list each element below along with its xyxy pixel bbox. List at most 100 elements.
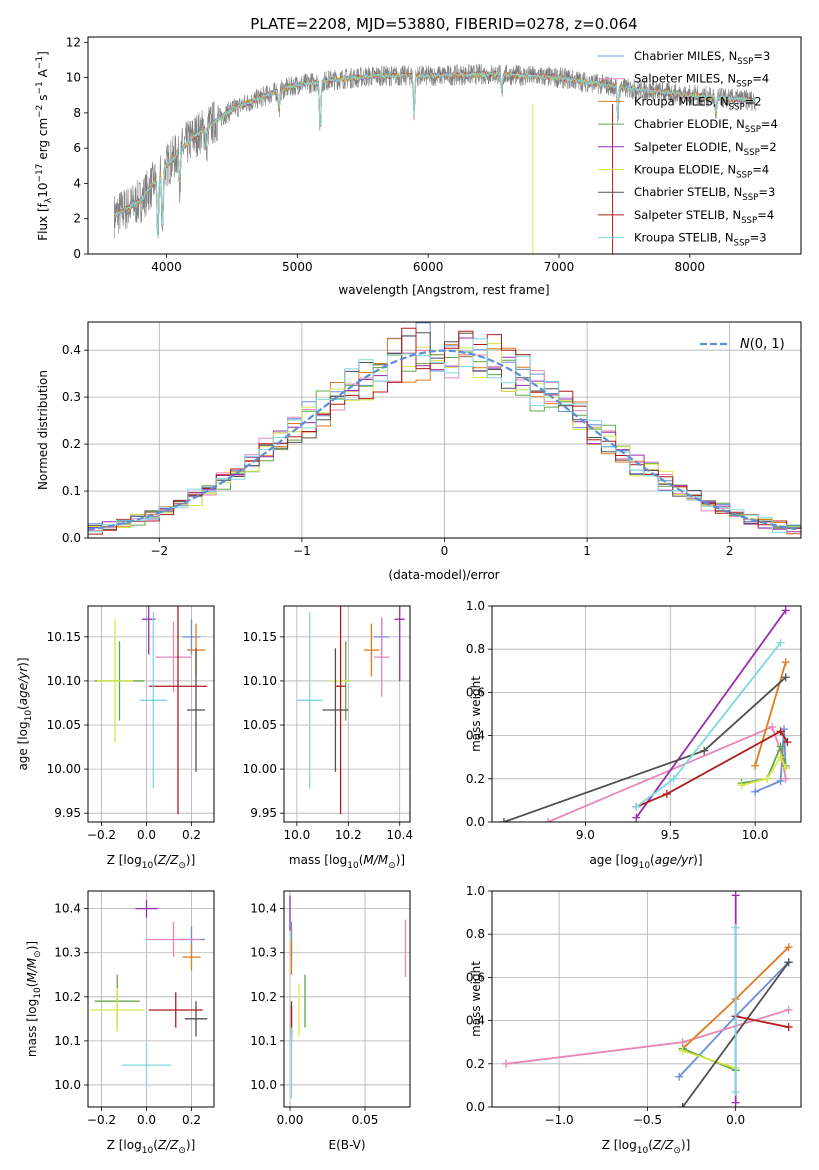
x-tick-label: 0.2 (182, 1113, 201, 1127)
weight-line (741, 755, 787, 787)
weight-line (635, 730, 789, 808)
y-tick-label: 10.00 (47, 762, 81, 776)
y-tick-label: 10 (66, 71, 81, 85)
axes-weight_vs_age: 9.0 9.5 10.0 0.0 0.2 0.4 0.6 0.8 1.0 age [log10(a… (466, 599, 802, 871)
y-tick-label: 0.2 (466, 1057, 485, 1071)
x-tick-label: −1 (293, 544, 311, 558)
y-tick-label: 0.3 (62, 390, 81, 404)
x-tick-label: 7000 (544, 260, 575, 274)
x-axis-label: Z [log10(Z/Z⊙)] (107, 1138, 196, 1156)
x-tick-label: 0 (441, 544, 449, 558)
x-tick-label: 10.2 (335, 828, 362, 842)
weight-line (682, 1049, 736, 1069)
x-tick-label: 10.0 (742, 828, 769, 842)
plot-mass_vs_EBV (289, 895, 407, 1099)
x-tick-label: −1.0 (545, 1113, 574, 1127)
y-axis-label: Normed distribution (36, 370, 50, 490)
legend-label: Salpeter MILES, NSSP=4 (634, 72, 769, 90)
weight-line (754, 661, 787, 767)
y-tick-label: 0.8 (466, 642, 485, 656)
legend-label: Kroupa STELIB, NSSP=3 (634, 231, 767, 249)
y-tick-label: 0.6 (466, 970, 485, 984)
x-axis-label: Z [log10(Z/Z⊙)] (107, 853, 196, 871)
gaussian-curve (88, 349, 799, 531)
axes-weight_vs_Z: −1.0 −0.5 0.0 0.0 0.2 0.4 0.6 0.8 1.0 Z [log10(Z/… (466, 884, 802, 1156)
y-tick-label: 10.3 (250, 946, 277, 960)
y-tick-label: 0.2 (62, 437, 81, 451)
x-tick-label: 10.0 (283, 828, 310, 842)
x-tick-label: 6000 (413, 260, 444, 274)
x-tick-label: −0.2 (87, 1113, 116, 1127)
axes-frame (491, 890, 802, 1108)
x-tick-label: 0.2 (182, 828, 201, 842)
y-tick-label: 0.0 (466, 1100, 485, 1114)
y-tick-label: 1.0 (466, 599, 485, 613)
plot-age_vs_mass (296, 606, 405, 815)
axes-frame (87, 605, 215, 823)
y-tick-label: 6 (73, 141, 81, 155)
plot-spectrum (113, 63, 756, 254)
x-tick-label: 0.0 (137, 828, 156, 842)
x-tick-label: 0.0 (726, 1113, 745, 1127)
axes-frame (87, 321, 802, 539)
x-tick-label: −2 (150, 544, 168, 558)
x-tick-label: 0.05 (352, 1113, 379, 1127)
y-tick-label: 4 (73, 176, 81, 190)
y-tick-label: 0.4 (62, 343, 81, 357)
y-tick-label: 10.05 (243, 718, 277, 732)
weight-line (635, 609, 787, 819)
axes-age_vs_Z: −0.2 0.0 0.2 9.95 10.00 10.05 10.10 10.15 Z [log… (16, 605, 215, 871)
weight-line (547, 725, 787, 822)
x-axis-label: (data-model)/error (388, 568, 499, 582)
x-axis-label: age [log10(age/yr)] (589, 853, 702, 871)
x-tick-label: 2 (726, 544, 734, 558)
x-tick-label: 9.0 (576, 828, 595, 842)
x-tick-label: 4000 (151, 260, 182, 274)
y-tick-label: 10.10 (47, 674, 81, 688)
legend-label: N(0, 1) (740, 337, 785, 352)
y-tick-label: 12 (66, 35, 81, 49)
y-tick-label: 10.4 (250, 902, 277, 916)
y-tick-label: 10.10 (243, 674, 277, 688)
y-tick-label: 1.0 (466, 884, 485, 898)
x-tick-label: 1 (583, 544, 591, 558)
legend-label: Kroupa MILES, NSSP=2 (634, 94, 762, 112)
axes-frame (283, 890, 411, 1108)
y-tick-label: 10.00 (243, 762, 277, 776)
x-tick-label: 8000 (675, 260, 706, 274)
y-tick-label: 9.95 (250, 806, 277, 820)
y-tick-label: 8 (73, 106, 81, 120)
y-tick-label: 10.0 (54, 1078, 81, 1092)
legend-label: Salpeter ELODIE, NSSP=2 (634, 140, 777, 158)
plot-weight_vs_age (499, 606, 792, 822)
axes-mass_vs_Z: −0.2 0.0 0.2 10.0 10.1 10.2 10.3 10.4 Z [log10(Z… (25, 890, 215, 1156)
x-tick-label: 9.5 (661, 828, 680, 842)
page-title: PLATE=2208, MJD=53880, FIBERID=0278, z=0… (250, 15, 637, 33)
y-tick-label: 0.4 (466, 1014, 485, 1028)
plot-age_vs_Z (94, 606, 208, 815)
y-tick-label: 10.0 (250, 1078, 277, 1092)
y-axis-label: mass weight (469, 676, 483, 752)
y-tick-label: 0.4 (466, 729, 485, 743)
y-tick-label: 0.2 (466, 772, 485, 786)
x-tick-label: 0.00 (277, 1113, 304, 1127)
legend-label: Chabrier ELODIE, NSSP=4 (634, 117, 778, 135)
plot-residuals (88, 322, 801, 537)
y-axis-label: mass [log10(M/M⊙)] (25, 941, 43, 1057)
y-tick-label: 10.4 (54, 902, 81, 916)
x-tick-label: 10.4 (386, 828, 413, 842)
y-tick-label: 9.95 (54, 806, 81, 820)
weight-line (635, 642, 782, 808)
x-tick-label: 5000 (282, 260, 313, 274)
weight-line (678, 961, 790, 1078)
weight-line (735, 1015, 789, 1028)
legend-label: Salpeter STELIB, NSSP=4 (634, 208, 774, 226)
x-tick-label: −0.2 (87, 828, 116, 842)
y-tick-label: 0.0 (62, 531, 81, 545)
axes-frame (491, 605, 802, 823)
y-tick-label: 10.1 (54, 1034, 81, 1048)
plot-mass_vs_Z (90, 899, 208, 1088)
y-tick-label: 0.6 (466, 685, 485, 699)
